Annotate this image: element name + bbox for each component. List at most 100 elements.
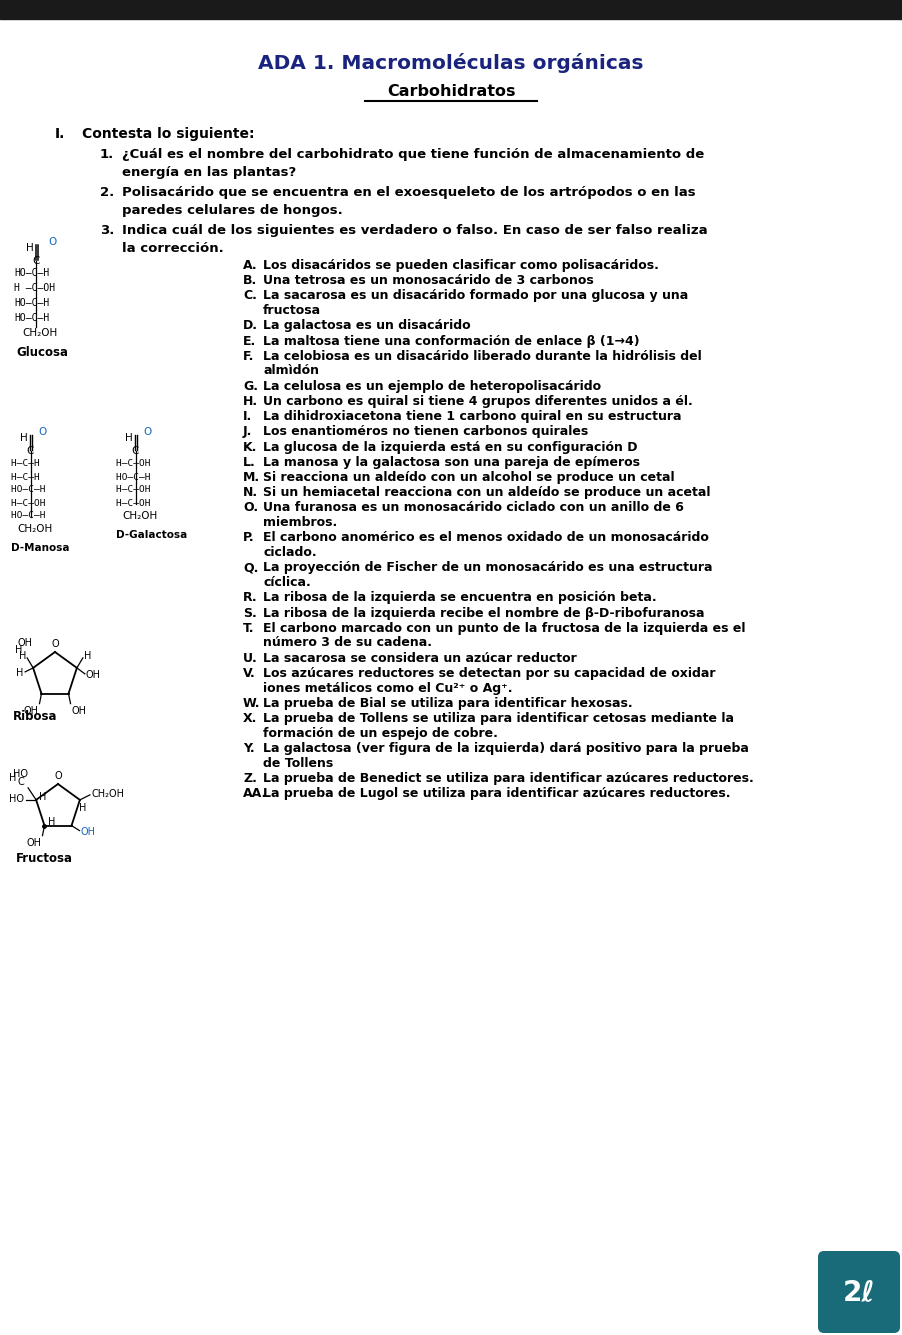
Text: H: H (49, 817, 56, 826)
Text: HO: HO (9, 794, 24, 804)
Text: HO—C—H: HO—C—H (116, 473, 156, 482)
Text: HO—C—H: HO—C—H (11, 486, 51, 494)
Text: 3.: 3. (100, 224, 115, 238)
Text: formación de un espejo de cobre.: formación de un espejo de cobre. (263, 726, 498, 740)
Text: ciclado.: ciclado. (263, 546, 317, 559)
Text: La celobiosa es un disacárido liberado durante la hidrólisis del: La celobiosa es un disacárido liberado d… (263, 350, 702, 363)
Text: La maltosa tiene una conformación de enlace β (1→4): La maltosa tiene una conformación de enl… (263, 335, 640, 347)
Text: energía en las plantas?: energía en las plantas? (122, 166, 296, 179)
Text: CH₂OH: CH₂OH (122, 511, 157, 521)
Text: La celulosa es un ejemplo de heteropolisacárido: La celulosa es un ejemplo de heteropolis… (263, 379, 601, 392)
Text: número 3 de su cadena.: número 3 de su cadena. (263, 637, 432, 649)
Text: HO—C—H: HO—C—H (14, 268, 50, 278)
Text: O: O (48, 238, 56, 247)
Text: La prueba de Lugol se utiliza para identificar azúcares reductores.: La prueba de Lugol se utiliza para ident… (263, 788, 731, 801)
Text: V.: V. (243, 668, 256, 680)
Text: O.: O. (243, 502, 258, 514)
Text: ADA 1. Macromoléculas orgánicas: ADA 1. Macromoléculas orgánicas (258, 53, 644, 73)
Text: La galactosa (ver figura de la izquierda) dará positivo para la prueba: La galactosa (ver figura de la izquierda… (263, 742, 749, 756)
Text: La ribosa de la izquierda se encuentra en posición beta.: La ribosa de la izquierda se encuentra e… (263, 591, 657, 605)
Text: H—C—H: H—C—H (11, 459, 51, 469)
Text: La glucosa de la izquierda está en su configuración D: La glucosa de la izquierda está en su co… (263, 441, 638, 454)
Text: 2.: 2. (100, 186, 115, 199)
Text: iones metálicos como el Cu²⁺ o Ag⁺.: iones metálicos como el Cu²⁺ o Ag⁺. (263, 681, 512, 694)
Text: X.: X. (243, 712, 257, 725)
Text: N.: N. (243, 486, 258, 499)
FancyBboxPatch shape (818, 1251, 900, 1334)
Text: D-Manosa: D-Manosa (11, 543, 69, 553)
Text: T.: T. (243, 622, 254, 635)
Text: S.: S. (243, 606, 257, 619)
Text: D-Galactosa: D-Galactosa (116, 530, 188, 539)
Text: La prueba de Benedict se utiliza para identificar azúcares reductores.: La prueba de Benedict se utiliza para id… (263, 772, 754, 785)
Text: OH: OH (26, 837, 41, 848)
Text: I.: I. (55, 127, 65, 142)
Text: Z.: Z. (243, 772, 257, 785)
Text: La prueba de Bial se utiliza para identificar hexosas.: La prueba de Bial se utiliza para identi… (263, 697, 632, 710)
Text: fructosa: fructosa (263, 304, 321, 316)
Text: Si un hemiacetal reacciona con un aldeído se produce un acetal: Si un hemiacetal reacciona con un aldeíd… (263, 486, 711, 499)
Text: H: H (15, 668, 23, 678)
Text: Glucosa: Glucosa (16, 347, 68, 359)
Text: H: H (125, 433, 133, 443)
Text: H: H (79, 802, 87, 813)
Text: CH₂OH: CH₂OH (17, 525, 52, 534)
Text: H—C—OH: H—C—OH (116, 486, 156, 494)
Text: Los enantioméros no tienen carbonos quirales: Los enantioméros no tienen carbonos quir… (263, 426, 588, 438)
Text: U.: U. (243, 651, 258, 665)
Text: H—C—OH: H—C—OH (11, 498, 51, 507)
Text: C: C (131, 446, 138, 457)
Text: Q.: Q. (243, 562, 258, 574)
Text: AA.: AA. (243, 788, 267, 801)
Text: La sacarosa es un disacárido formado por una glucosa y una: La sacarosa es un disacárido formado por… (263, 290, 688, 303)
Text: Contesta lo siguiente:: Contesta lo siguiente: (82, 127, 254, 142)
Text: El carbono anomérico es el menos oxidado de un monosacárido: El carbono anomérico es el menos oxidado… (263, 531, 709, 545)
Text: A.: A. (243, 259, 258, 272)
Text: J.: J. (243, 426, 253, 438)
Text: HO: HO (14, 769, 28, 778)
Text: H—C—H: H—C—H (11, 473, 51, 482)
Text: La prueba de Tollens se utiliza para identificar cetosas mediante la: La prueba de Tollens se utiliza para ide… (263, 712, 734, 725)
Text: O: O (38, 427, 46, 437)
Text: Fructosa: Fructosa (16, 853, 73, 865)
Text: CH₂OH: CH₂OH (92, 789, 124, 798)
Text: K.: K. (243, 441, 257, 454)
Text: H: H (26, 243, 34, 254)
Text: E.: E. (243, 335, 256, 347)
Text: C: C (17, 777, 24, 786)
Text: R.: R. (243, 591, 258, 605)
Text: G.: G. (243, 379, 258, 392)
Text: H: H (15, 645, 23, 655)
Text: C: C (26, 446, 33, 457)
Text: Ribosa: Ribosa (13, 710, 58, 724)
Text: OH: OH (23, 706, 39, 716)
Text: H —C—OH: H —C—OH (14, 283, 55, 292)
Text: Un carbono es quiral si tiene 4 grupos diferentes unidos a él.: Un carbono es quiral si tiene 4 grupos d… (263, 395, 693, 409)
Text: C.: C. (243, 290, 257, 303)
Text: HO—C—H: HO—C—H (14, 312, 50, 323)
Text: H: H (39, 792, 47, 802)
Text: HO—C—H: HO—C—H (11, 511, 51, 521)
Text: Una furanosa es un monosacárido ciclado con un anillo de 6: Una furanosa es un monosacárido ciclado … (263, 502, 684, 514)
Text: Los azúcares reductores se detectan por su capacidad de oxidar: Los azúcares reductores se detectan por … (263, 668, 715, 680)
Text: La manosa y la galactosa son una pareja de epímeros: La manosa y la galactosa son una pareja … (263, 455, 640, 469)
Text: 2ℓ: 2ℓ (842, 1278, 875, 1306)
Text: La ribosa de la izquierda recibe el nombre de β-D-ribofuranosa: La ribosa de la izquierda recibe el nomb… (263, 606, 704, 619)
Text: La proyección de Fischer de un monosacárido es una estructura: La proyección de Fischer de un monosacár… (263, 562, 713, 574)
Text: paredes celulares de hongos.: paredes celulares de hongos. (122, 204, 343, 218)
Text: I.: I. (243, 410, 253, 423)
Text: O: O (143, 427, 152, 437)
Text: H: H (84, 651, 91, 661)
Text: H—C—OH: H—C—OH (116, 498, 156, 507)
Text: C: C (32, 256, 40, 266)
Text: Carbohidratos: Carbohidratos (387, 84, 515, 100)
Text: Polisacárido que se encuentra en el exoesqueleto de los artrópodos o en las: Polisacárido que se encuentra en el exoe… (122, 186, 695, 199)
Text: cíclica.: cíclica. (263, 575, 311, 589)
Text: O: O (54, 772, 62, 781)
Text: H: H (9, 773, 16, 782)
Text: M.: M. (243, 471, 260, 485)
Text: B.: B. (243, 274, 257, 287)
Text: OH: OH (80, 826, 96, 837)
Bar (0, 0, 902, 19)
Text: Los disacáridos se pueden clasificar como polisacáridos.: Los disacáridos se pueden clasificar com… (263, 259, 658, 272)
